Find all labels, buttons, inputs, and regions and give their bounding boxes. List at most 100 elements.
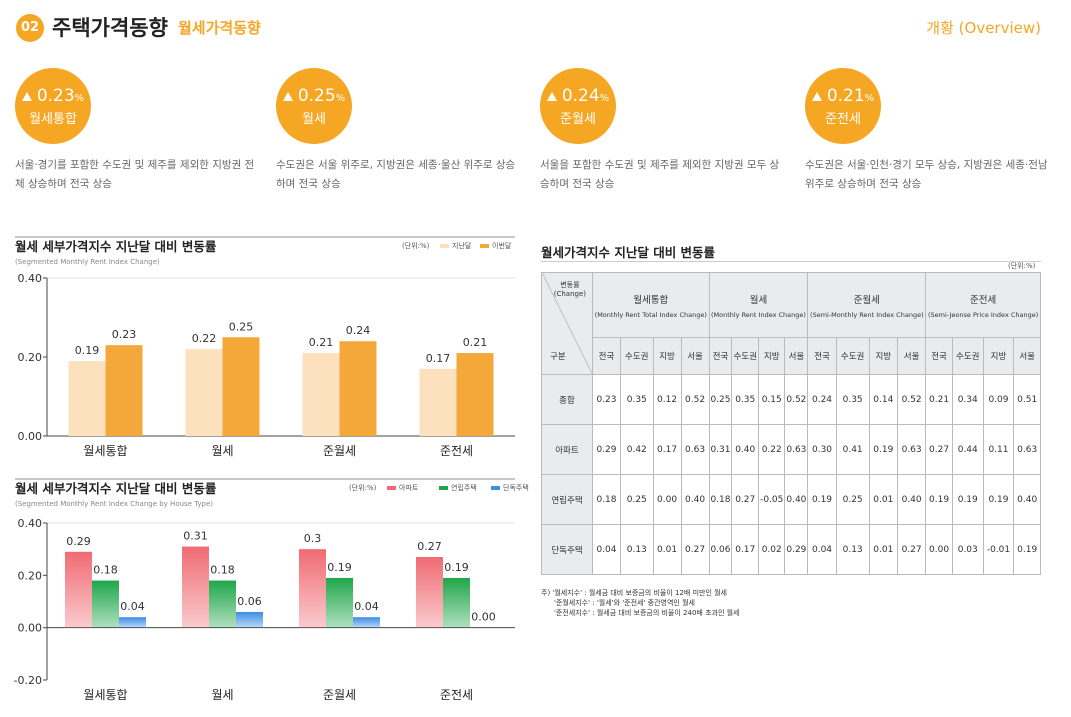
y-tick-label: 0.40 bbox=[18, 272, 43, 285]
cell: 0.19 bbox=[951, 474, 984, 525]
chart-title: 월세 세부가격지수 지난달 대비 변동률 bbox=[15, 481, 217, 496]
up-arrow bbox=[546, 92, 557, 101]
group-name-en: (Monthly Rent Total Index Change) bbox=[594, 310, 707, 319]
bar bbox=[222, 337, 260, 436]
summary-item: 0.21% 준전세 수도권은 서울·인천·경기 모두 상승, 지방권은 세종·전남 … bbox=[805, 68, 1055, 194]
cell: 0.63 bbox=[896, 424, 927, 475]
x-tick-label: 월세 bbox=[211, 444, 233, 458]
value-label: 0.3 bbox=[304, 532, 322, 545]
x-tick-label: 준전세 bbox=[440, 688, 473, 702]
corner-top-label: 변동률 bbox=[560, 281, 580, 289]
legend-label: 아파트 bbox=[399, 483, 419, 492]
y-tick-label: 0.40 bbox=[18, 517, 43, 530]
cell: 0.63 bbox=[784, 424, 809, 475]
page-subtitle: 월세가격동향 bbox=[178, 19, 261, 37]
column-header: 전국 bbox=[807, 337, 837, 375]
value-label: 0.19 bbox=[75, 344, 100, 357]
bar bbox=[443, 577, 470, 628]
group-name: 준전세 bbox=[970, 294, 997, 306]
column-header: 수도권 bbox=[835, 337, 870, 375]
value-label: 0.18 bbox=[93, 564, 118, 577]
cell: 0.19 bbox=[1013, 524, 1041, 575]
y-tick-label: -0.20 bbox=[14, 674, 42, 687]
summary-value-row: 0.23% bbox=[15, 68, 91, 106]
value-label: 0.24 bbox=[346, 324, 371, 337]
group-name: 월세통합 bbox=[633, 294, 669, 306]
cell: 0.12 bbox=[652, 374, 682, 425]
table-title: 월세가격지수 지난달 대비 변동률 bbox=[541, 245, 716, 260]
cell: 0.27 bbox=[731, 474, 760, 525]
value-label: 0.29 bbox=[66, 535, 91, 548]
bar bbox=[182, 546, 209, 628]
cell: 0.29 bbox=[784, 524, 809, 575]
summary-circle: 0.25% 월세 bbox=[276, 68, 352, 144]
summary-value-row: 0.24% bbox=[540, 68, 616, 106]
summary-circle: 0.24% 준월세 bbox=[540, 68, 616, 144]
cell: 0.40 bbox=[731, 424, 760, 475]
cell: 0.21 bbox=[925, 374, 953, 425]
value-label: 0.27 bbox=[417, 540, 442, 553]
cell: 0.27 bbox=[925, 424, 953, 475]
corner-bottom: 구분 bbox=[550, 352, 566, 362]
page-title: 주택가격동향 bbox=[52, 16, 168, 40]
column-header: 지방 bbox=[868, 337, 898, 375]
cell: 0.44 bbox=[951, 424, 984, 475]
value-label: 0.06 bbox=[237, 595, 262, 608]
note: '준월세지수' : '월세'와 '준전세' 중간영역인 월세 bbox=[554, 599, 695, 607]
cell: -0.01 bbox=[982, 524, 1015, 575]
value-label: 0.19 bbox=[444, 561, 469, 574]
cell: 0.17 bbox=[652, 424, 682, 475]
value-label: 0.00 bbox=[471, 611, 496, 624]
bar bbox=[68, 360, 106, 436]
cell: 0.41 bbox=[835, 424, 870, 475]
header-row: 전국 수도권 지방 서울 전국 수도권 지방 서울 전국 수도권 지방 서울 전국 수도권 지방 서울 bbox=[542, 337, 1041, 375]
title-rule bbox=[15, 236, 515, 238]
cell: 0.29 bbox=[592, 424, 621, 475]
cell: 0.19 bbox=[807, 474, 837, 525]
summary-circle: 0.23% 월세통합 bbox=[15, 68, 91, 144]
corner-top-en: (Change) bbox=[553, 290, 586, 298]
summary-label: 월세 bbox=[302, 112, 326, 127]
column-header: 서울 bbox=[784, 337, 809, 375]
corner-top: 변동률 (Change) bbox=[554, 281, 586, 299]
group-header: 준월세 (Semi-Monthly Rent Index Change) bbox=[807, 272, 927, 338]
legend-swatch bbox=[440, 244, 449, 248]
summary-description: 서울을 포함한 수도권 및 제주를 제외한 지방권 모두 상승하며 전국 상승 bbox=[540, 159, 780, 190]
cell: 0.25 bbox=[619, 474, 654, 525]
column-header: 지방 bbox=[758, 337, 786, 375]
cell: 0.15 bbox=[758, 374, 786, 425]
legend-label: 이번달 bbox=[492, 241, 512, 250]
cell: 0.52 bbox=[896, 374, 927, 425]
summary-item: 0.25% 월세 수도권은 서울 위주로, 지방권은 세종·울산 위주로 상승하며 … bbox=[276, 68, 526, 194]
cell: 0.06 bbox=[708, 524, 733, 575]
cell: 0.19 bbox=[982, 474, 1015, 525]
cell: 0.19 bbox=[868, 424, 898, 475]
summary-value-row: 0.25% bbox=[276, 68, 352, 106]
cell: 0.18 bbox=[592, 474, 621, 525]
rent-table: 변동률 (Change) 구분 월세통합 (Monthly Rent Total Ind… bbox=[541, 272, 1041, 575]
cell: 0.51 bbox=[1013, 374, 1041, 425]
bar bbox=[236, 611, 263, 628]
chart-unit: (단위:%) bbox=[349, 483, 377, 492]
value-label: 0.04 bbox=[120, 600, 145, 613]
chart-subtitle: (Segmented Monthly Rent Index Change) bbox=[15, 258, 160, 266]
column-header: 서울 bbox=[680, 337, 710, 375]
bar bbox=[185, 349, 223, 436]
y-tick-label: 0.20 bbox=[18, 351, 43, 364]
bar bbox=[353, 617, 380, 628]
column-header: 전국 bbox=[925, 337, 953, 375]
cell: 0.35 bbox=[835, 374, 870, 425]
summary-value: 0.21 bbox=[826, 86, 865, 106]
summary-circle: 0.21% 준전세 bbox=[805, 68, 881, 144]
column-header: 지방 bbox=[982, 337, 1015, 375]
cell: 0.40 bbox=[784, 474, 809, 525]
bar bbox=[456, 353, 494, 436]
note: '준전세지수' : 월세금 대비 보증금의 비율이 240배 초과인 월세 bbox=[554, 609, 740, 617]
value-label: 0.17 bbox=[426, 352, 451, 365]
bar bbox=[119, 617, 146, 628]
cell: -0.05 bbox=[758, 474, 786, 525]
bar bbox=[419, 368, 457, 436]
bar bbox=[65, 551, 92, 628]
cell: 0.63 bbox=[680, 424, 710, 475]
column-header: 전국 bbox=[708, 337, 733, 375]
